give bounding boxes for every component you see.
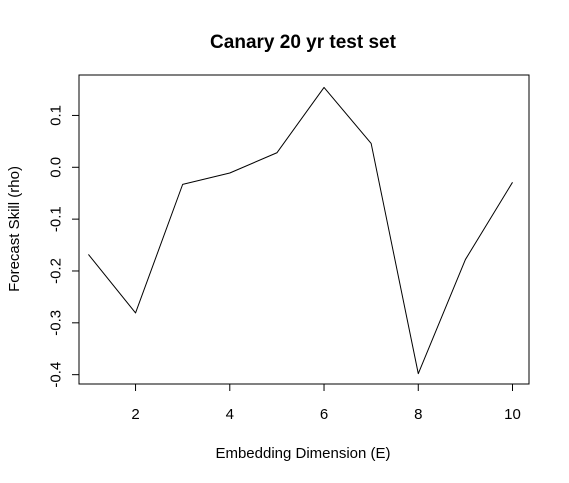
y-tick-label: 0.1: [48, 105, 65, 126]
y-tick-label: -0.4: [48, 362, 65, 388]
series-line: [88, 86, 513, 375]
chart-title: Canary 20 yr test set: [210, 32, 397, 53]
series-layer: [88, 86, 513, 375]
y-tick-label: -0.1: [48, 206, 65, 232]
x-tick-label: 8: [414, 406, 422, 423]
y-axis-label: Forecast Skill (rho): [6, 166, 23, 292]
y-tick-label: 0.0: [48, 157, 65, 178]
x-tick-label: 6: [320, 406, 328, 423]
x-tick-label: 10: [504, 406, 521, 423]
x-tick-label: 4: [226, 406, 234, 423]
x-axis-label: Embedding Dimension (E): [215, 445, 390, 462]
x-tick-label: 2: [131, 406, 139, 423]
y-axis: -0.4 -0.3 -0.2 -0.1 0.0 0.1: [48, 105, 80, 388]
plot-frame: [78, 74, 530, 385]
y-tick-label: -0.2: [48, 258, 65, 284]
x-axis: 2 4 6 8 10: [131, 383, 521, 423]
y-tick-label: -0.3: [48, 310, 65, 336]
